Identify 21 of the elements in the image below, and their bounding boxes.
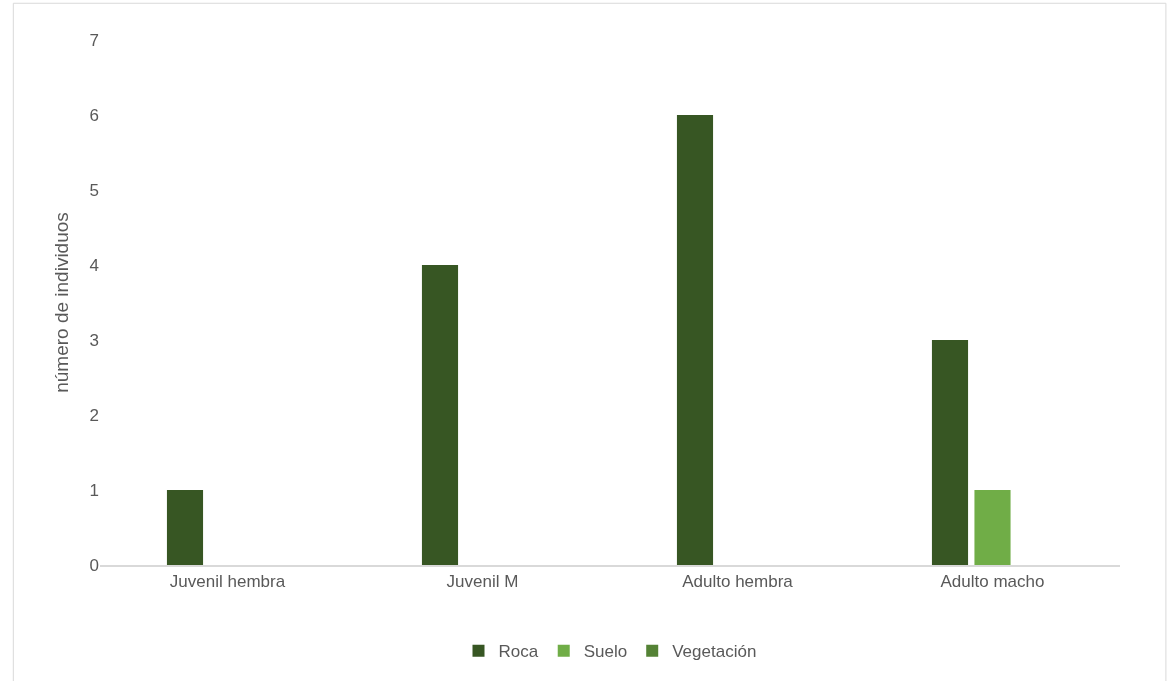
bar [931,340,969,565]
x-tick-label: Adulto hembra [682,572,794,592]
y-tick-label: 1 [89,480,99,500]
y-tick-label: 3 [89,330,99,350]
legend-label: Suelo [583,642,628,662]
x-tick-label: Adulto macho [940,572,1045,592]
x-tick-label: Juvenil hembra [169,572,286,592]
y-tick-label: 2 [89,405,99,425]
y-tick-label: 4 [89,255,99,275]
y-tick-label: 7 [89,30,99,50]
y-tick-label: 5 [89,180,99,200]
y-tick-label: 6 [89,105,99,125]
legend-label: Roca [498,642,539,662]
bar [166,490,204,565]
y-tick-label: 0 [89,555,99,575]
bar [676,115,714,565]
legend-label: Vegetación [672,642,757,662]
x-tick-label: Juvenil M [446,572,519,592]
y-axis-title: número de individuos [51,212,73,393]
bar [974,490,1011,565]
bar [421,265,459,565]
